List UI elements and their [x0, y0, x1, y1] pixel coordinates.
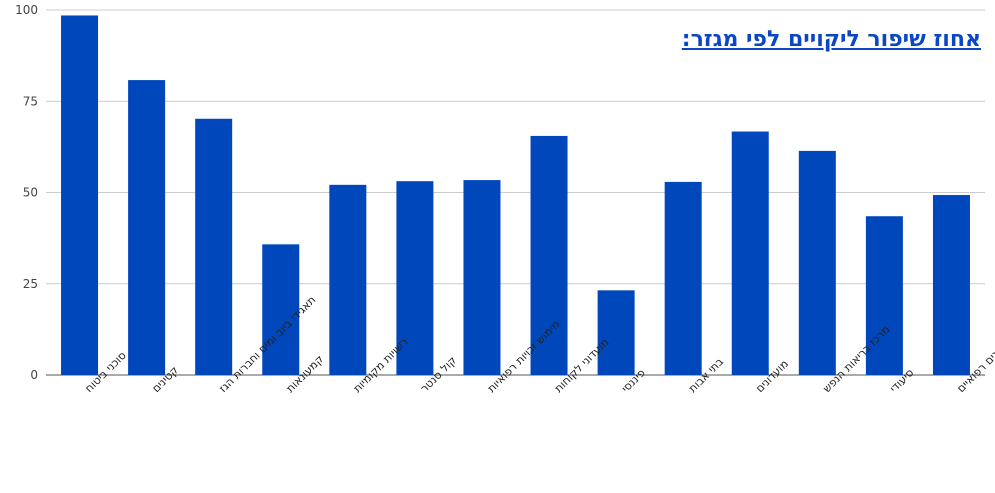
bar — [664, 181, 702, 375]
bars — [61, 15, 970, 376]
gridlines — [46, 9, 985, 376]
bar — [396, 181, 434, 375]
bar — [329, 184, 367, 375]
y-axis-ticks: 0 25 50 75 100 — [15, 3, 38, 382]
bar — [530, 135, 568, 375]
bar — [597, 290, 635, 375]
bar — [128, 80, 166, 375]
y-tick-label: 25 — [23, 277, 38, 291]
y-tick-label: 100 — [15, 3, 38, 17]
bar — [731, 131, 769, 375]
bar — [463, 180, 501, 375]
bar — [262, 244, 300, 375]
bar — [932, 195, 970, 375]
y-tick-label: 75 — [23, 94, 38, 108]
bar — [61, 15, 99, 375]
y-tick-label: 50 — [23, 186, 38, 200]
bar — [798, 150, 836, 375]
y-tick-label: 0 — [30, 368, 38, 382]
chart-title: אחוז שיפור ליקויים לפי מגזר: — [681, 27, 981, 52]
bar — [865, 216, 903, 375]
bar — [195, 118, 233, 376]
